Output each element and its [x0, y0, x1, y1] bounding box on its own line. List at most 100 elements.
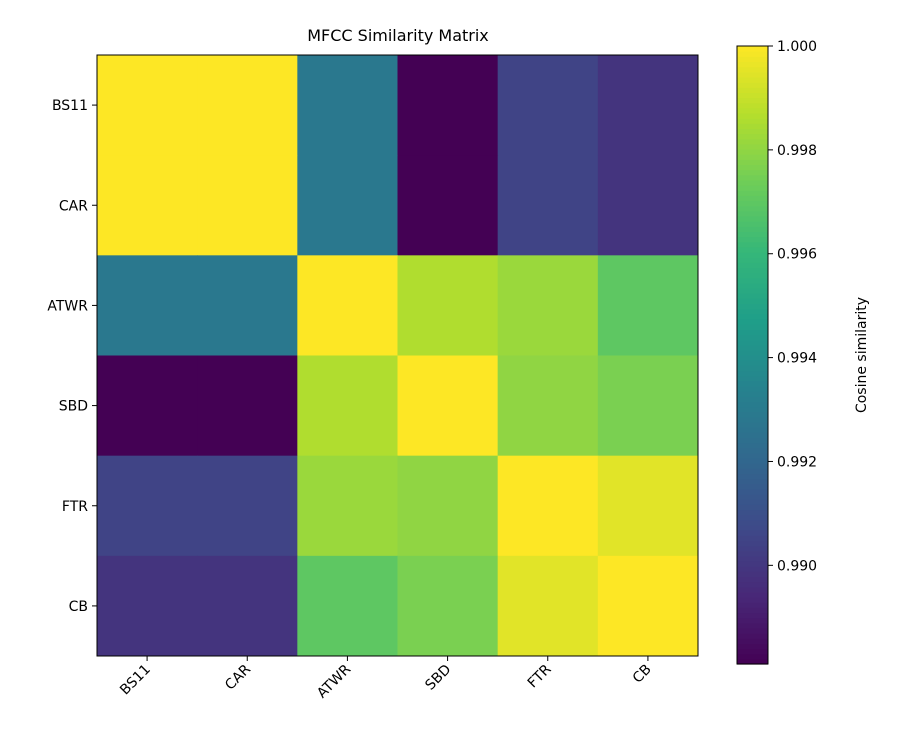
colorbar-segment — [737, 483, 768, 490]
colorbar-segment — [737, 535, 768, 541]
colorbar-segment — [737, 205, 768, 212]
colorbar-tick-label: 0.996 — [777, 247, 817, 263]
colorbar-segment — [737, 504, 768, 511]
y-tick-label: ATWR — [47, 298, 88, 314]
colorbar-segment — [737, 494, 768, 500]
colorbar-segment — [737, 643, 768, 650]
colorbar-segment — [737, 355, 768, 361]
colorbar-segment — [737, 344, 768, 351]
cell-FTR-CB — [597, 455, 699, 557]
cell-BS11-SBD — [397, 55, 499, 156]
colorbar-segment — [737, 236, 768, 243]
colorbar-segment — [737, 561, 768, 567]
colorbar-segment — [737, 123, 768, 129]
colorbar-segment — [737, 421, 768, 428]
colorbar-segment — [737, 61, 768, 68]
x-tick-label: CB — [630, 662, 655, 687]
colorbar-segment — [737, 612, 768, 619]
colorbar-segment — [737, 478, 768, 485]
colorbar-segment — [737, 416, 768, 423]
colorbar-segment — [737, 442, 768, 449]
cell-CAR-ATWR — [297, 155, 398, 256]
y-tick-label: CB — [69, 599, 88, 615]
colorbar-segment — [737, 360, 768, 366]
cell-CAR-FTR — [497, 155, 599, 256]
colorbar-segment — [737, 324, 768, 330]
colorbar-segment — [737, 308, 768, 315]
colorbar-segment — [737, 622, 768, 629]
colorbar-segment — [737, 432, 768, 438]
colorbar-segment — [737, 185, 768, 191]
colorbar-segment — [737, 87, 768, 93]
plot-frame — [96, 54, 699, 657]
colorbar-frame — [736, 45, 769, 665]
cell-ATWR-BS11 — [97, 255, 198, 356]
colorbar-segment — [737, 365, 768, 372]
colorbar-segment — [737, 298, 768, 305]
cell-CB-CAR — [197, 555, 298, 657]
colorbar-segment — [737, 262, 768, 269]
cell-ATWR-SBD — [397, 255, 499, 356]
colorbar-segment — [737, 380, 768, 387]
colorbar-segment — [737, 530, 768, 536]
colorbar-segment — [737, 195, 768, 202]
colorbar-segment — [737, 349, 768, 356]
colorbar-segment — [737, 452, 768, 459]
colorbar-segment — [737, 210, 768, 217]
x-tick-label: ATWR — [314, 661, 354, 701]
colorbar-segment — [737, 488, 768, 495]
cell-SBD-FTR — [497, 355, 599, 457]
colorbar-segment — [737, 499, 768, 505]
colorbar-segment — [737, 540, 768, 547]
cell-SBD-ATWR — [297, 355, 398, 457]
colorbar-segment — [737, 509, 768, 516]
colorbar-segment — [737, 97, 768, 104]
colorbar-tick-label: 0.990 — [777, 558, 817, 574]
colorbar-segment — [737, 282, 768, 289]
colorbar-segment — [737, 468, 768, 475]
colorbar-segment — [737, 339, 768, 346]
colorbar-segment — [737, 653, 768, 660]
colorbar-segment — [737, 76, 768, 83]
cell-CB-ATWR — [297, 555, 398, 657]
colorbar-segment — [737, 102, 768, 109]
colorbar-segment — [737, 293, 768, 299]
x-tick-label: BS11 — [117, 662, 154, 699]
colorbar-segment — [737, 334, 768, 341]
colorbar-segment — [737, 118, 768, 124]
cell-BS11-BS11 — [97, 55, 198, 156]
colorbar-segment — [737, 159, 768, 166]
cell-ATWR-ATWR — [297, 255, 398, 356]
colorbar-segment — [737, 329, 768, 335]
colorbar-segment — [737, 566, 768, 572]
colorbar-segment — [737, 303, 768, 310]
colorbar-segment — [737, 107, 768, 114]
colorbar-segment — [737, 66, 768, 73]
cell-FTR-BS11 — [97, 455, 198, 557]
chart-title: MFCC Similarity Matrix — [307, 26, 489, 45]
colorbar-segment — [737, 190, 768, 196]
colorbar-segment — [737, 658, 768, 665]
colorbar-segment — [737, 550, 768, 557]
cell-FTR-ATWR — [297, 455, 398, 557]
colorbar-segment — [737, 591, 768, 598]
y-tick-label: CAR — [59, 198, 88, 214]
x-tick-label: SBD — [422, 662, 454, 694]
cell-BS11-CB — [597, 55, 699, 156]
colorbar-tick-label: 0.992 — [777, 454, 817, 470]
cell-FTR-FTR — [497, 455, 599, 557]
colorbar-segment — [737, 164, 768, 171]
colorbar-segment — [737, 51, 768, 57]
colorbar-segment — [737, 473, 768, 480]
colorbar-segment — [737, 252, 768, 258]
cell-BS11-CAR — [197, 55, 298, 156]
colorbar-segment — [737, 375, 768, 382]
colorbar-segment — [737, 391, 768, 397]
colorbar-segment — [737, 463, 768, 469]
colorbar-segment — [737, 241, 768, 248]
cell-CAR-CAR — [197, 155, 298, 256]
colorbar-segment — [737, 396, 768, 402]
colorbar-segment — [737, 46, 768, 52]
colorbar-segment — [737, 169, 768, 176]
y-tick-label: SBD — [59, 399, 88, 415]
